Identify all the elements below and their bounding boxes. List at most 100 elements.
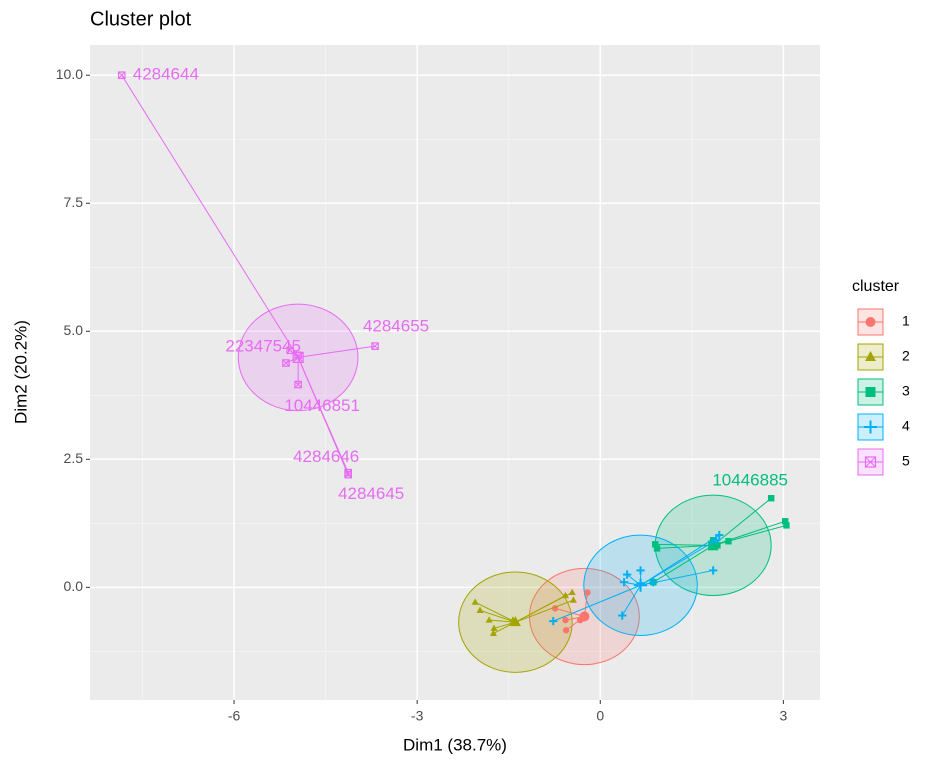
- point-shape: [568, 588, 576, 596]
- panel: [90, 45, 820, 700]
- x-axis-label: Dim1 (38.7%): [403, 735, 507, 754]
- point-shape: [344, 470, 352, 479]
- chart-title: Cluster plot: [90, 8, 192, 30]
- point-label: 10446885: [712, 471, 788, 490]
- point: [490, 624, 498, 631]
- point-shape: [485, 616, 493, 623]
- point-shape: [294, 380, 302, 389]
- point: [725, 538, 732, 545]
- point: [714, 542, 721, 549]
- point-shape: [865, 317, 876, 327]
- point: [783, 522, 790, 529]
- point-label: 4284655: [363, 317, 429, 336]
- point-shape: [562, 627, 570, 634]
- point: [709, 566, 718, 575]
- legend-label: 3: [902, 383, 910, 399]
- marks: 10446885 4284644 4284655 22347545 10446851 42…: [117, 65, 790, 673]
- point-shape: [476, 606, 484, 613]
- point: [579, 613, 587, 620]
- point: [569, 596, 577, 603]
- point: [636, 579, 645, 588]
- legend-title: cluster: [852, 278, 900, 295]
- point: [489, 629, 497, 636]
- legend-label: 4: [902, 418, 910, 434]
- point: [864, 420, 877, 434]
- point: [708, 540, 719, 551]
- point: [622, 570, 632, 579]
- point: [282, 359, 290, 367]
- point-shape: [371, 342, 379, 350]
- point-shape: [118, 71, 126, 79]
- centroid-link: [621, 585, 641, 616]
- point: [864, 456, 877, 468]
- centroid-link: [653, 544, 714, 583]
- point-shape: [371, 342, 379, 350]
- x-tick-label: -3: [411, 708, 424, 724]
- point: [653, 545, 661, 552]
- point-shape: [117, 71, 126, 80]
- y-tick-label: 5.0: [64, 322, 84, 338]
- point: [865, 351, 876, 361]
- point-shape: [584, 589, 591, 596]
- point: [568, 588, 576, 596]
- point-shape: [865, 351, 876, 361]
- point: [767, 495, 775, 502]
- point: [636, 566, 645, 575]
- x-tick-label: 0: [596, 708, 604, 724]
- point-shape: [286, 346, 294, 354]
- point-shape: [725, 538, 732, 545]
- point-shape: [344, 471, 352, 479]
- point: [562, 616, 569, 624]
- point: [471, 598, 479, 605]
- point: [562, 627, 570, 634]
- point: [286, 346, 295, 355]
- centroid-link: [553, 584, 641, 622]
- point: [584, 589, 591, 596]
- point: [619, 578, 629, 587]
- point-shape: [489, 629, 497, 636]
- point-shape: [561, 591, 569, 599]
- y-tick-label: 7.5: [64, 194, 84, 210]
- legend: 1 2 3 4 5: [857, 308, 910, 476]
- point-shape: [865, 456, 876, 468]
- centroid-link: [712, 497, 772, 546]
- point: [294, 351, 302, 360]
- point-shape: [490, 624, 498, 631]
- point: [652, 541, 659, 548]
- point-label: 4284645: [338, 484, 404, 503]
- point-shape: [282, 359, 290, 367]
- point-shape: [282, 359, 290, 367]
- point-shape: [471, 598, 479, 605]
- point: [485, 616, 493, 623]
- point: [549, 616, 558, 626]
- point-shape: [708, 540, 719, 551]
- point-label: 10446851: [284, 396, 360, 415]
- y-axis-label: Dim2 (20.2%): [11, 320, 30, 424]
- centroid-link: [554, 607, 585, 618]
- point: [476, 606, 484, 613]
- centroid-link: [713, 520, 786, 546]
- centroid-link: [657, 544, 714, 549]
- centroid-link: [474, 601, 516, 623]
- point-shape: [294, 351, 302, 360]
- point-shape: [767, 495, 775, 502]
- legend-label: 1: [902, 313, 910, 329]
- legend-label: 5: [902, 453, 910, 469]
- y-tick-label: 0.0: [64, 578, 84, 594]
- point-label: 4284644: [133, 65, 199, 84]
- point: [715, 530, 724, 540]
- point: [344, 470, 352, 479]
- centroid-link: [297, 357, 349, 475]
- point-shape: [864, 456, 877, 468]
- point: [649, 578, 658, 587]
- point-shape: [569, 596, 577, 603]
- y-tick-label: 10.0: [56, 66, 83, 82]
- point-shape: [783, 522, 790, 529]
- centroid-link: [479, 609, 516, 623]
- centroid-link: [515, 599, 574, 623]
- centroid-link: [640, 539, 717, 586]
- point-shape: [652, 541, 659, 548]
- point-shape: [562, 616, 569, 624]
- point-shape: [294, 380, 302, 389]
